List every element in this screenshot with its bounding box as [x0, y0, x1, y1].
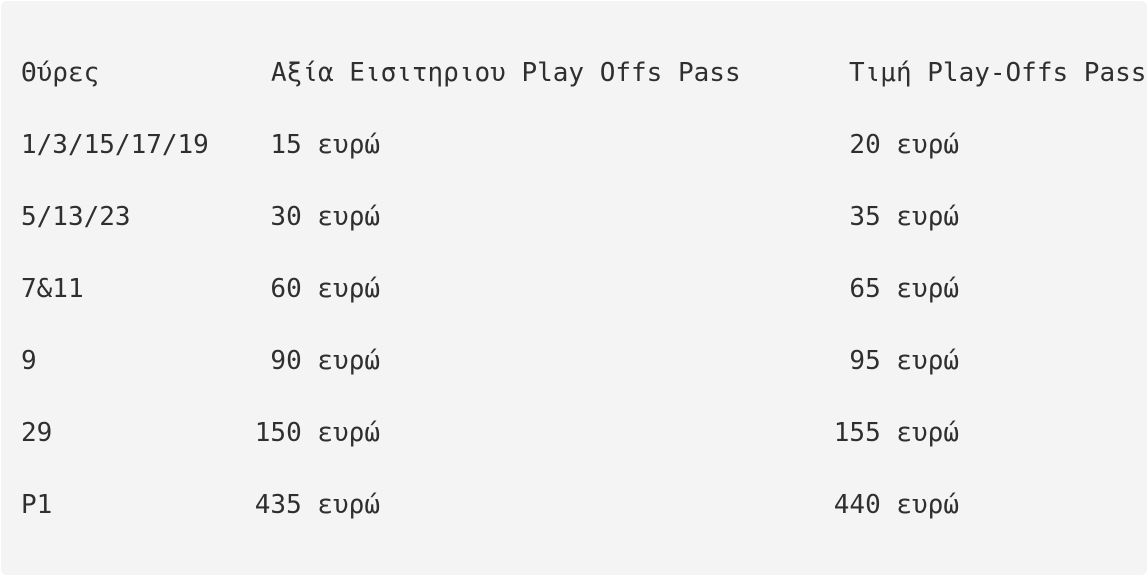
- header-cell: Τιμή Play-Offs Pass: [849, 58, 1147, 88]
- table-cell: 1/3/15/17/19: [21, 130, 209, 160]
- table-cell: 5/13/23: [21, 202, 131, 232]
- table-cell: 155 ευρώ: [833, 418, 959, 448]
- table-cell: 35 ευρώ: [849, 202, 959, 232]
- table-cell: 20 ευρώ: [849, 130, 959, 160]
- header-cell: Αξία Εισιτηριου Play Offs Pass: [271, 58, 741, 88]
- table-cell: 95 ευρώ: [849, 346, 959, 376]
- table-cell: P1: [21, 490, 53, 520]
- table-cell: 60 ευρώ: [270, 274, 380, 304]
- table-cell: 150 ευρώ: [254, 418, 380, 448]
- table-cell: 7&11: [21, 274, 84, 304]
- header-cell: Θύρες: [21, 58, 100, 88]
- table-cell: 30 ευρώ: [270, 202, 380, 232]
- table-cell: 9: [21, 346, 37, 376]
- table-cell: 15 ευρώ: [270, 130, 380, 160]
- table-cell: 65 ευρώ: [849, 274, 959, 304]
- table-cell: 440 ευρώ: [833, 490, 959, 520]
- table-cell: 29: [21, 418, 53, 448]
- table-cell: 435 ευρώ: [254, 490, 380, 520]
- table-cell: 90 ευρώ: [270, 346, 380, 376]
